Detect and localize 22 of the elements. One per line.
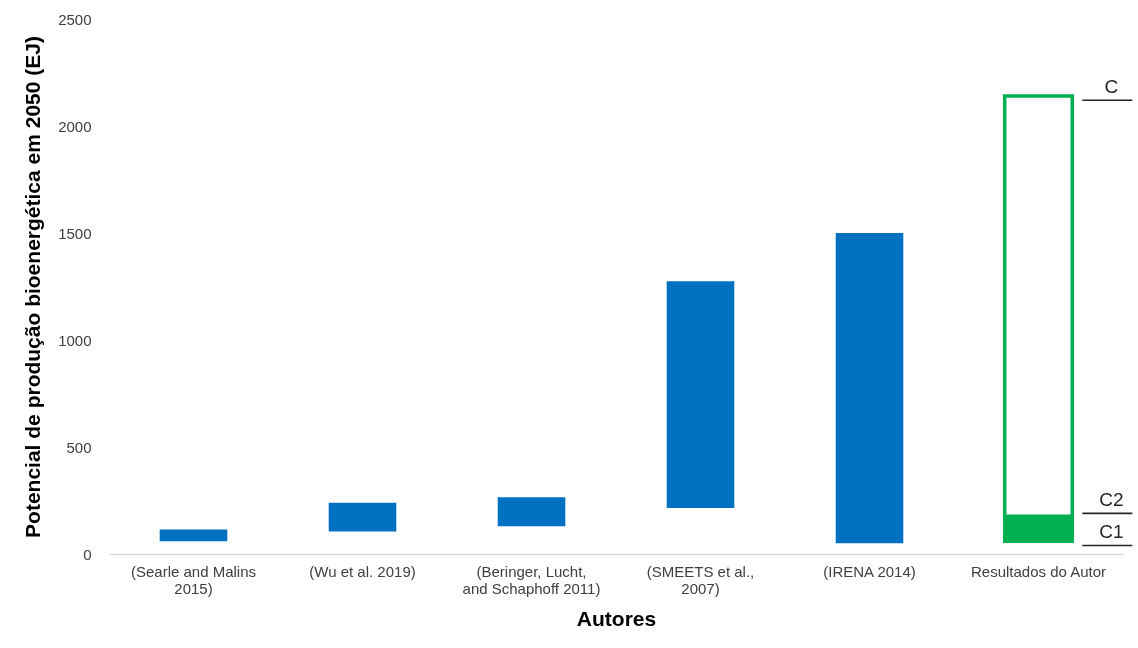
x-tick-label: (Searle and Malins 2015): [130, 562, 257, 597]
x-tick-label: Resultados do Autor: [970, 562, 1107, 580]
y-tick-label: 2500: [58, 10, 92, 28]
bar: [666, 281, 735, 508]
y-axis-title: Potencial de produção bioenergética em 2050 (EJ): [21, 36, 45, 538]
ref-line-label: C1: [1099, 521, 1124, 543]
bar: [497, 497, 566, 527]
bar: [328, 502, 397, 532]
bar: [835, 233, 904, 544]
x-axis-title: Autores: [576, 606, 657, 630]
y-tick-label: 1000: [58, 331, 92, 349]
y-tick-label: 0: [83, 545, 92, 563]
x-tick-label: (SMEETS et al., 2007): [646, 562, 755, 597]
x-tick-label: (IRENA 2014): [823, 562, 916, 580]
ref-line-label: C: [1104, 76, 1119, 98]
ref-line-label: C2: [1099, 489, 1124, 511]
x-tick-label: (Wu et al. 2019): [309, 562, 416, 580]
y-tick-label: 500: [66, 438, 92, 456]
y-tick-label: 2000: [58, 117, 92, 135]
x-tick-label: (Beringer, Lucht, and Schaphoff 2011): [462, 562, 601, 597]
bar: [159, 529, 228, 542]
y-tick-label: 1500: [58, 224, 92, 242]
